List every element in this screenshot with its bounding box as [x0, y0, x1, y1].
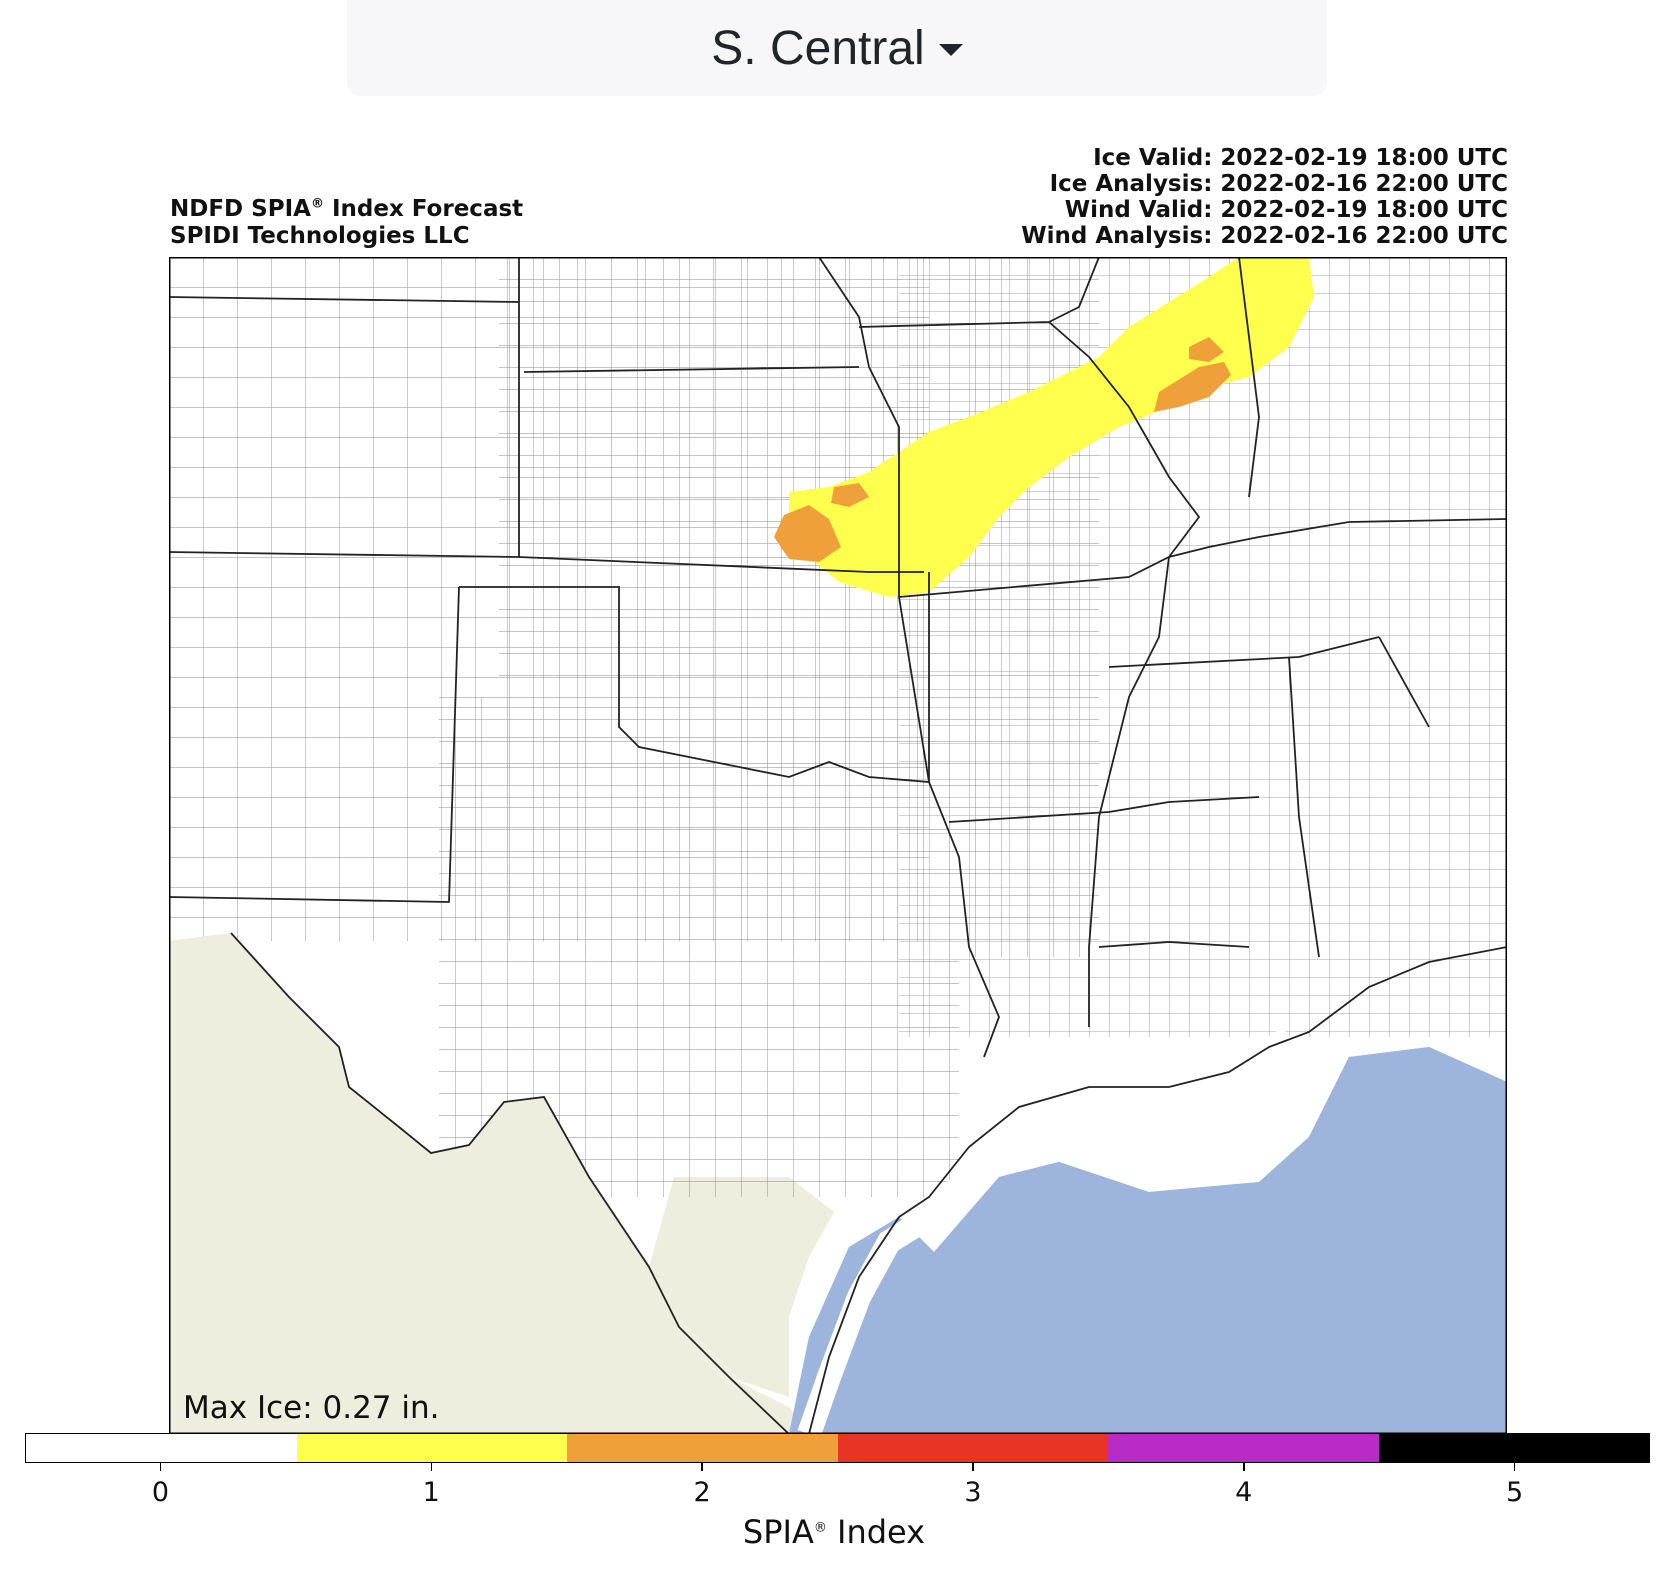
- map-credit: SPIDI Technologies LLC: [170, 223, 470, 249]
- colorbar-tick-label: 3: [964, 1477, 982, 1508]
- colorbar-tick-label: 2: [693, 1477, 711, 1508]
- colorbar-tick-label: 4: [1235, 1477, 1253, 1508]
- colorbar-segment-0: [26, 1434, 297, 1462]
- ice-analysis-time: Ice Analysis: 2022-02-16 22:00 UTC: [1049, 171, 1508, 197]
- spia-colorbar: [25, 1433, 1650, 1463]
- max-ice-label: Max Ice: 0.27 in.: [183, 1390, 440, 1426]
- colorbar-tick: [159, 1463, 162, 1471]
- ice-orange-west-2: [831, 483, 869, 507]
- ice-orange-east: [1154, 362, 1231, 412]
- colorbar-segment-3: [837, 1434, 1108, 1462]
- wind-valid-time: Wind Valid: 2022-02-19 18:00 UTC: [1064, 197, 1508, 223]
- ice-yellow-band-ne: [1099, 257, 1314, 397]
- ice-orange-west: [774, 505, 841, 562]
- map-title: NDFD SPIA® Index Forecast: [170, 196, 524, 222]
- colorbar-segment-4: [1108, 1434, 1379, 1462]
- colorbar-segment-2: [567, 1434, 838, 1462]
- colorbar-tick-label: 0: [151, 1477, 169, 1508]
- validity-block: Ice Valid: 2022-02-19 18:00 UTC Ice Anal…: [1021, 145, 1508, 249]
- colorbar-ticks: 0 1 2 3 4 5: [25, 1463, 1650, 1513]
- colorbar-tick: [1243, 1463, 1245, 1471]
- colorbar-title: SPIA® Index: [742, 1513, 926, 1551]
- state-boundaries: [169, 257, 1507, 1434]
- colorbar-tick-label: 5: [1505, 1477, 1524, 1508]
- ice-orange-east-2: [1189, 337, 1224, 362]
- colorbar-segment-5: [1378, 1434, 1649, 1462]
- colorbar-tick: [430, 1463, 432, 1471]
- colorbar-tick: [972, 1463, 974, 1471]
- colorbar-tick: [1513, 1463, 1516, 1471]
- region-dropdown[interactable]: S. Central: [347, 0, 1327, 96]
- caret-down-icon: [938, 44, 963, 56]
- map-canvas: [169, 257, 1507, 1434]
- colorbar-segment-1: [296, 1434, 567, 1462]
- forecast-map[interactable]: [169, 257, 1507, 1434]
- ice-valid-time: Ice Valid: 2022-02-19 18:00 UTC: [1093, 145, 1508, 171]
- region-dropdown-label: S. Central: [711, 21, 925, 75]
- wind-analysis-time: Wind Analysis: 2022-02-16 22:00 UTC: [1021, 223, 1508, 249]
- colorbar-tick-label: 1: [422, 1477, 440, 1508]
- colorbar-tick: [701, 1463, 703, 1471]
- map-title-block: NDFD SPIA® Index Forecast SPIDI Technolo…: [170, 196, 523, 250]
